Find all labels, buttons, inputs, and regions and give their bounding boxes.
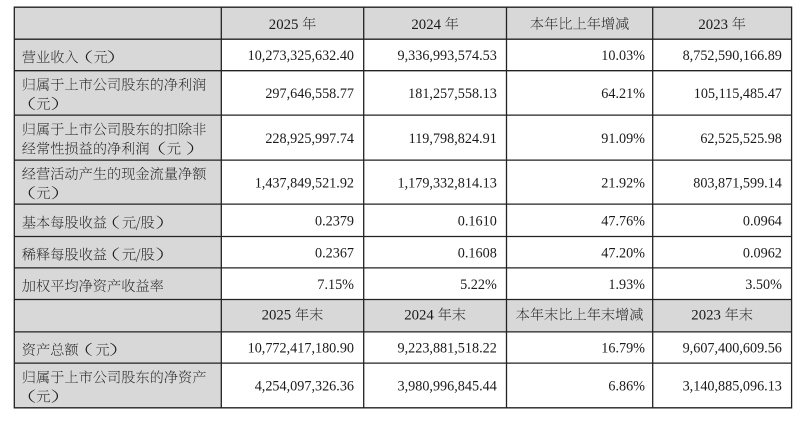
svg-text:1,179,332,814.13: 1,179,332,814.13 — [397, 175, 496, 191]
svg-text:0.1608: 0.1608 — [458, 245, 497, 261]
svg-text:105,115,485.47: 105,115,485.47 — [694, 86, 782, 102]
svg-text:803,871,599.14: 803,871,599.14 — [693, 175, 782, 191]
svg-text:3,980,996,845.44: 3,980,996,845.44 — [397, 379, 496, 395]
svg-text:2024: 2024 — [404, 308, 434, 324]
svg-text:3.50%: 3.50% — [745, 277, 782, 293]
svg-text:4,254,097,326.36: 4,254,097,326.36 — [255, 379, 354, 395]
svg-text:64.21%: 64.21% — [601, 86, 645, 102]
svg-text:2025: 2025 — [262, 308, 292, 324]
svg-text:9,607,400,609.56: 9,607,400,609.56 — [683, 341, 782, 357]
svg-text:10.03%: 10.03% — [601, 48, 645, 64]
svg-text:9,336,993,574.53: 9,336,993,574.53 — [397, 48, 496, 64]
svg-text:91.09%: 91.09% — [601, 131, 645, 147]
svg-text:1.93%: 1.93% — [608, 277, 645, 293]
svg-text:47.76%: 47.76% — [601, 214, 645, 230]
svg-text:0.0964: 0.0964 — [743, 214, 782, 230]
svg-text:5.22%: 5.22% — [460, 277, 497, 293]
svg-text:2024: 2024 — [411, 17, 441, 33]
svg-text:181,257,558.13: 181,257,558.13 — [408, 86, 497, 102]
svg-text:21.92%: 21.92% — [601, 175, 645, 191]
svg-text:9,223,881,518.22: 9,223,881,518.22 — [397, 341, 496, 357]
svg-text:10,273,325,632.40: 10,273,325,632.40 — [248, 48, 354, 64]
svg-text:0.1610: 0.1610 — [458, 214, 497, 230]
svg-text:47.20%: 47.20% — [601, 245, 645, 261]
svg-text:1,437,849,521.92: 1,437,849,521.92 — [255, 175, 354, 191]
svg-text:62,525,525.98: 62,525,525.98 — [700, 131, 782, 147]
svg-text:10,772,417,180.90: 10,772,417,180.90 — [248, 341, 354, 357]
svg-text:297,646,558.77: 297,646,558.77 — [265, 86, 354, 102]
svg-text:7.15%: 7.15% — [317, 277, 354, 293]
svg-text:2025: 2025 — [269, 17, 299, 33]
svg-text:119,798,824.91: 119,798,824.91 — [409, 131, 497, 147]
svg-text:3,140,885,096.13: 3,140,885,096.13 — [683, 379, 782, 395]
svg-text:2023: 2023 — [691, 308, 721, 324]
svg-text:6.86%: 6.86% — [608, 379, 645, 395]
svg-text:0.2367: 0.2367 — [315, 245, 354, 261]
svg-text:8,752,590,166.89: 8,752,590,166.89 — [683, 48, 782, 64]
svg-text:2023: 2023 — [698, 17, 728, 33]
svg-text:0.2379: 0.2379 — [315, 214, 354, 230]
svg-text:0.0962: 0.0962 — [743, 245, 782, 261]
svg-text:228,925,997.74: 228,925,997.74 — [265, 131, 354, 147]
svg-text:16.79%: 16.79% — [601, 341, 645, 357]
